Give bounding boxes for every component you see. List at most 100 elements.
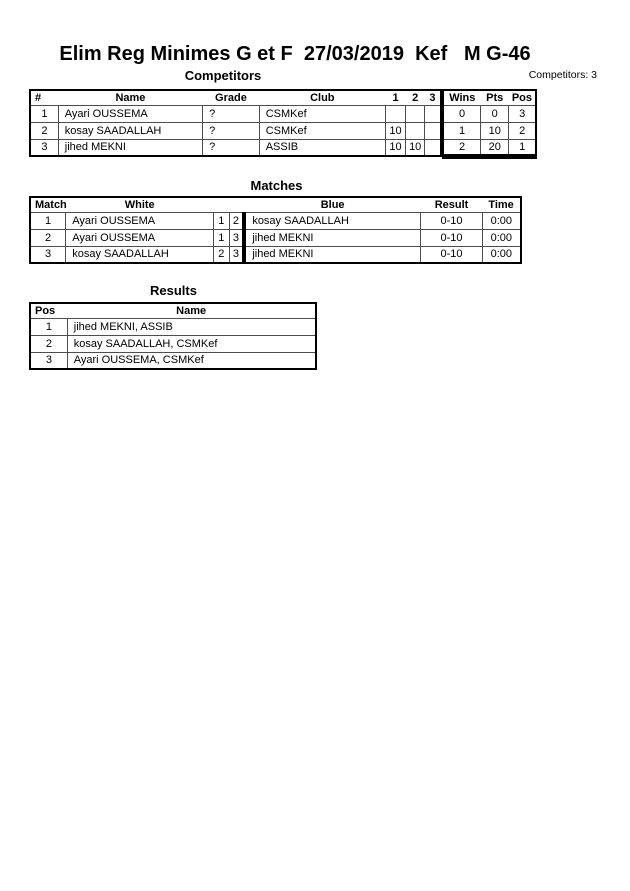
cell-white-id: 1: [213, 228, 230, 247]
cell-name: Ayari OUSSEMA, CSMKef: [66, 351, 317, 370]
col-header-white: White: [65, 197, 214, 213]
cell-pos: 2: [29, 334, 68, 353]
competitors-score-table: Wins Pts Pos 0 0 3 1 10 2 2 20 1: [442, 89, 537, 159]
col-header-round1: 1: [385, 90, 406, 106]
cell-round1: 10: [384, 138, 407, 157]
col-header-grade: Grade: [202, 90, 260, 106]
competitors-count: Competitors: 3: [528, 69, 597, 81]
result-row: 1 jihed MEKNI, ASSIB: [29, 317, 317, 336]
score-row: 2 20 1: [442, 138, 537, 157]
col-header-name: Name: [67, 303, 316, 319]
cell-pos: 3: [508, 104, 537, 123]
cell-name: jihed MEKNI: [57, 138, 204, 157]
col-header-name: Name: [58, 90, 203, 106]
col-header-white-id: [213, 197, 230, 213]
cell-white-name: Ayari OUSSEMA: [65, 211, 215, 230]
col-header-round3: 3: [424, 90, 441, 106]
match-row: 1 Ayari OUSSEMA 1 2 kosay SAADALLAH 0-10…: [29, 211, 522, 230]
cell-blue-id: 3: [228, 245, 247, 264]
cell-white-name: kosay SAADALLAH: [65, 245, 215, 264]
score-header-row: Wins Pts Pos: [443, 90, 536, 106]
col-header-result: Result: [420, 197, 483, 213]
col-header-num: #: [30, 90, 59, 106]
cell-num: 2: [29, 121, 59, 140]
cell-result: 0-10: [420, 211, 483, 230]
match-row: 2 Ayari OUSSEMA 1 3 jihed MEKNI 0-10 0:0…: [29, 228, 522, 247]
cell-wins: 0: [442, 104, 482, 123]
results-table: Pos Name 1 jihed MEKNI, ASSIB 2 kosay SA…: [29, 302, 317, 370]
cell-white-id: 1: [213, 211, 230, 230]
cell-round1: 10: [384, 121, 407, 140]
cell-blue-id: 2: [228, 211, 247, 230]
col-header-wins: Wins: [443, 90, 481, 106]
cell-result: 0-10: [420, 245, 483, 264]
cell-round3: [424, 104, 442, 123]
cell-round2: [405, 121, 426, 140]
cell-pos: 2: [508, 121, 537, 140]
competitor-row: 1 Ayari OUSSEMA ? CSMKef: [29, 104, 442, 123]
score-row: 0 0 3: [442, 104, 537, 123]
competitors-heading: Competitors: [184, 68, 262, 83]
result-row: 2 kosay SAADALLAH, CSMKef: [29, 334, 317, 353]
cell-num: 1: [29, 104, 59, 123]
cell-grade: ?: [202, 121, 260, 140]
competitor-row: 2 kosay SAADALLAH ? CSMKef 10: [29, 121, 442, 140]
col-header-pts: Pts: [480, 90, 509, 106]
cell-round3: [424, 121, 442, 140]
competitor-row: 3 jihed MEKNI ? ASSIB 10 10: [29, 138, 442, 157]
cell-club: CSMKef: [258, 104, 386, 123]
cell-name: kosay SAADALLAH, CSMKef: [66, 334, 317, 353]
cell-pts: 0: [480, 104, 510, 123]
cell-time: 0:00: [481, 211, 522, 230]
col-header-club: Club: [259, 90, 386, 106]
col-header-pos: Pos: [508, 90, 536, 106]
cell-grade: ?: [202, 138, 260, 157]
cell-match-num: 2: [29, 228, 67, 247]
cell-blue-name: jihed MEKNI: [243, 228, 422, 247]
cell-round3: [424, 138, 442, 157]
cell-result: 0-10: [420, 228, 483, 247]
cell-blue-id: 3: [228, 228, 247, 247]
col-header-round2: 2: [405, 90, 425, 106]
match-row: 3 kosay SAADALLAH 2 3 jihed MEKNI 0-10 0…: [29, 245, 522, 264]
cell-blue-name: jihed MEKNI: [243, 245, 422, 264]
cell-wins: 2: [442, 138, 482, 157]
results-header-row: Pos Name: [30, 303, 316, 319]
results-heading: Results: [150, 283, 197, 298]
competitors-header-row: # Name Grade Club 1 2 3: [30, 90, 441, 106]
score-row: 1 10 2: [442, 121, 537, 140]
cell-grade: ?: [202, 104, 260, 123]
competitors-table: # Name Grade Club 1 2 3 1 Ayari OUSSEMA …: [29, 89, 442, 157]
cell-num: 3: [29, 138, 59, 157]
cell-white-name: Ayari OUSSEMA: [65, 228, 215, 247]
col-header-blue: Blue: [244, 197, 421, 213]
cell-pos: 3: [29, 351, 68, 370]
result-row: 3 Ayari OUSSEMA, CSMKef: [29, 351, 317, 370]
cell-pts: 20: [480, 138, 510, 157]
col-header-match: Match: [30, 197, 66, 213]
cell-pts: 10: [480, 121, 510, 140]
report-title: Elim Reg Minimes G et F 27/03/2019 Kef M…: [59, 43, 531, 65]
col-header-blue-id: [229, 197, 245, 213]
cell-club: CSMKef: [258, 121, 386, 140]
cell-name: Ayari OUSSEMA: [57, 104, 204, 123]
col-header-pos: Pos: [30, 303, 68, 319]
cell-wins: 1: [442, 121, 482, 140]
cell-round1: [384, 104, 407, 123]
matches-header-row: Match White Blue Result Time: [30, 197, 521, 213]
cell-pos: 1: [508, 138, 537, 157]
cell-white-id: 2: [213, 245, 230, 264]
cell-pos: 1: [29, 317, 68, 336]
matches-heading: Matches: [250, 178, 303, 193]
col-header-time: Time: [482, 197, 521, 213]
cell-match-num: 1: [29, 211, 67, 230]
cell-round2: 10: [405, 138, 426, 157]
cell-club: ASSIB: [258, 138, 386, 157]
matches-table: Match White Blue Result Time 1 Ayari OUS…: [29, 196, 522, 264]
cell-round2: [405, 104, 426, 123]
cell-match-num: 3: [29, 245, 67, 264]
cell-name: kosay SAADALLAH: [57, 121, 204, 140]
cell-blue-name: kosay SAADALLAH: [243, 211, 422, 230]
cell-time: 0:00: [481, 245, 522, 264]
